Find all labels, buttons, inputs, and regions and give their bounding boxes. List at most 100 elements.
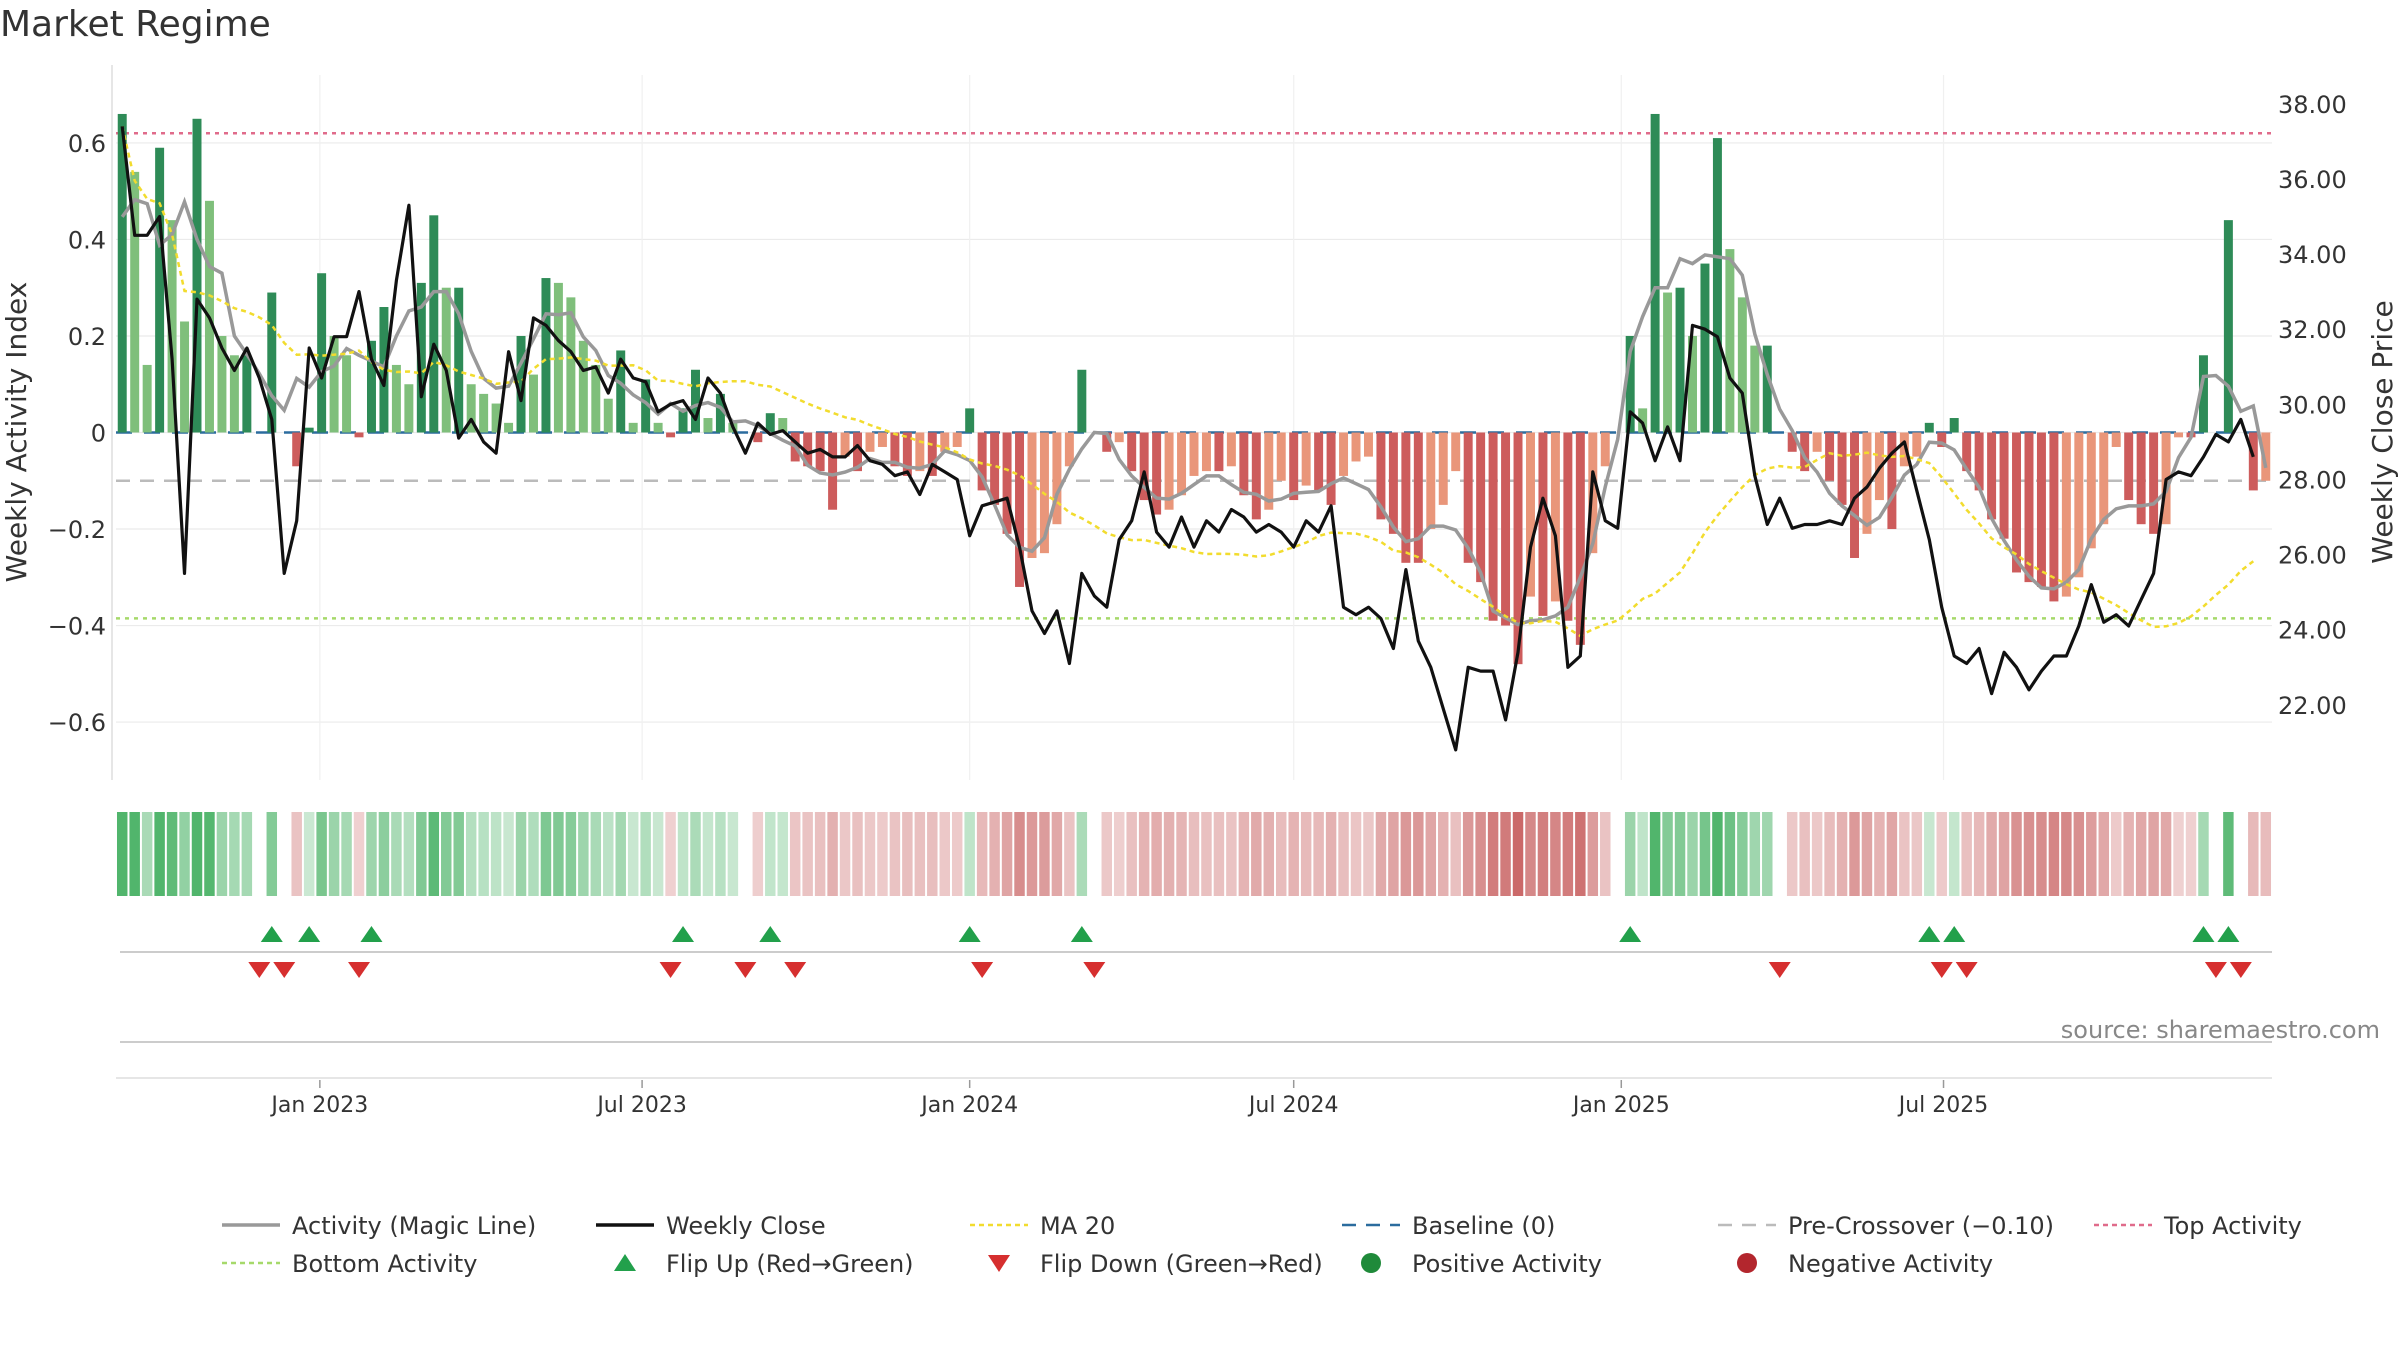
activity-bar	[1152, 432, 1162, 515]
activity-bar	[1426, 432, 1436, 530]
flip-up-marker	[1070, 926, 1093, 942]
activity-bar	[2012, 432, 2022, 573]
activity-bar	[2024, 432, 2034, 583]
regime-cell	[129, 812, 140, 896]
activity-bar	[1700, 263, 1710, 433]
regime-cell	[2023, 812, 2035, 896]
activity-bar	[578, 340, 588, 433]
activity-bar	[1887, 432, 1897, 530]
activity-bar	[1912, 432, 1922, 457]
regime-cell	[1450, 812, 1461, 896]
regime-cell	[1836, 812, 1848, 896]
regime-cell	[590, 812, 602, 896]
activity-bar	[1937, 432, 1947, 447]
left-axis-label: Weekly Activity Index	[0, 282, 33, 583]
activity-bar	[391, 364, 401, 433]
regime-cell	[1948, 812, 1960, 896]
legend-label: Pre-Crossover (−0.10)	[1788, 1212, 2054, 1240]
activity-bar	[591, 364, 601, 433]
activity-bar	[1999, 432, 2009, 539]
regime-cell	[1973, 812, 1985, 896]
legend-label: Flip Down (Green→Red)	[1040, 1250, 1323, 1278]
activity-bar	[1825, 432, 1835, 481]
activity-bar	[1575, 432, 1585, 645]
regime-cell	[2173, 812, 2184, 896]
regime-cell	[191, 812, 203, 896]
flip-down-marker	[1955, 962, 1978, 978]
activity-bar	[890, 432, 900, 467]
activity-bar	[1800, 432, 1810, 472]
activity-bar	[167, 220, 177, 433]
legend-swatch-triangle-up	[614, 1254, 636, 1271]
regime-cell	[877, 812, 888, 896]
activity-bar	[1388, 432, 1398, 534]
activity-bar	[1762, 345, 1772, 433]
regime-cell	[1600, 812, 1611, 896]
regime-cell	[1662, 812, 1673, 896]
left-tick-label: −0.2	[48, 516, 106, 544]
regime-cell	[1712, 812, 1723, 896]
regime-cell	[1749, 812, 1761, 896]
regime-cell	[1101, 812, 1112, 896]
legend-label: Weekly Close	[666, 1212, 826, 1240]
activity-bar	[1625, 335, 1635, 433]
regime-cell	[565, 812, 577, 896]
left-tick-label: 0.6	[68, 130, 106, 158]
activity-bar	[2061, 432, 2071, 597]
activity-bar	[666, 432, 676, 438]
legend-swatch-circle	[1737, 1253, 1757, 1273]
regime-cell	[1462, 812, 1474, 896]
regime-cell	[677, 812, 689, 896]
activity-bar	[1650, 113, 1660, 433]
activity-bar	[317, 273, 327, 433]
activity-bar	[1102, 432, 1112, 452]
regime-cell	[179, 812, 190, 896]
regime-cell	[1388, 812, 1399, 896]
regime-cell	[927, 812, 938, 896]
regime-cell	[1413, 812, 1424, 896]
regime-cell	[2248, 812, 2259, 896]
regime-cell	[1288, 812, 1299, 896]
regime-cell	[316, 812, 327, 896]
activity-bar	[765, 413, 775, 433]
right-tick-label: 36.00	[2278, 166, 2347, 194]
regime-cell	[1924, 812, 1935, 896]
activity-bar	[915, 432, 925, 472]
regime-cell	[1899, 812, 1910, 896]
regime-cell	[403, 812, 415, 896]
legend-label: Baseline (0)	[1412, 1212, 1555, 1240]
regime-cell	[939, 812, 950, 896]
regime-cell	[1201, 812, 1212, 896]
regime-cell	[2223, 812, 2234, 896]
activity-bar	[2049, 432, 2059, 602]
activity-bar	[1376, 432, 1386, 520]
regime-cell	[1026, 812, 1038, 896]
regime-cell	[1786, 812, 1798, 896]
flip-up-marker	[759, 926, 782, 942]
regime-cell	[1188, 812, 1200, 896]
regime-cell	[1986, 812, 1997, 896]
activity-bar	[1638, 408, 1648, 433]
regime-cell	[827, 812, 838, 896]
regime-cell	[839, 812, 851, 896]
regime-cell	[665, 812, 676, 896]
activity-bar	[2149, 432, 2159, 534]
legend-label: Flip Up (Red→Green)	[666, 1250, 914, 1278]
regime-cell	[789, 812, 801, 896]
activity-bar	[1525, 432, 1535, 597]
chart-title: Market Regime	[0, 4, 271, 45]
regime-cell	[1811, 812, 1823, 896]
regime-cell	[2073, 812, 2085, 896]
activity-bar	[1438, 432, 1448, 505]
regime-cell	[1226, 812, 1237, 896]
legend-label: Bottom Activity	[292, 1250, 477, 1278]
regime-cell	[603, 812, 614, 896]
x-tick-label: Jan 2024	[919, 1093, 1018, 1118]
flip-up-marker	[1943, 926, 1966, 942]
regime-cell	[1300, 812, 1312, 896]
activity-bar	[678, 408, 688, 433]
regime-cell	[1251, 812, 1262, 896]
regime-cell	[428, 812, 440, 896]
grid-layer	[116, 75, 2272, 780]
regime-cell	[1064, 812, 1075, 896]
